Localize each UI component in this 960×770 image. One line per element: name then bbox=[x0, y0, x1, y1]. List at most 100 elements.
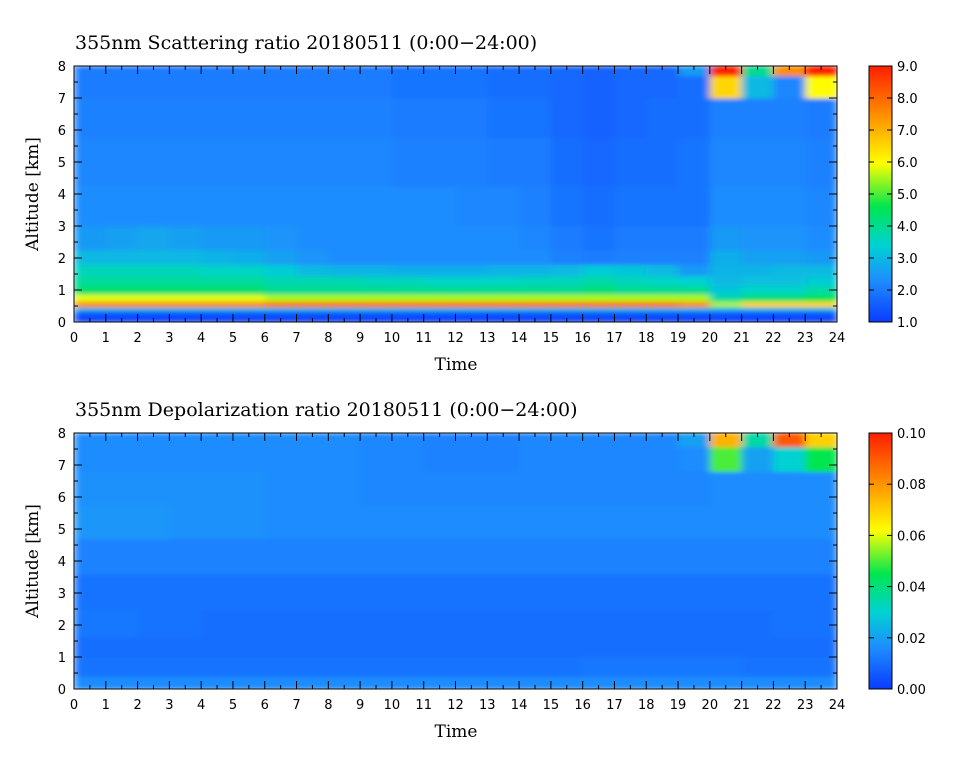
heatmap-cell bbox=[328, 186, 361, 227]
heatmap-cell bbox=[169, 264, 202, 277]
heatmap-cell bbox=[646, 636, 679, 658]
heatmap-cell bbox=[614, 75, 647, 99]
heatmap-cell bbox=[137, 264, 170, 277]
heatmap-cell bbox=[391, 285, 425, 295]
x-tick-label: 21 bbox=[733, 698, 750, 713]
x-tick-label: 11 bbox=[415, 331, 432, 346]
heatmap-cell bbox=[519, 311, 552, 322]
y-tick-label: 6 bbox=[58, 491, 66, 506]
heatmap-cell bbox=[169, 98, 202, 139]
heatmap-cell bbox=[678, 264, 711, 277]
x-axis: 0 1 2 3 4 5 6 7 8 9 10 11 12 13 14 15 16 17 18 19 20 21 22 23 24 bbox=[70, 66, 845, 346]
heatmap-cell bbox=[328, 98, 361, 139]
y-tick-label: 4 bbox=[58, 555, 66, 570]
heatmap-cell bbox=[709, 306, 743, 313]
heatmap-cell bbox=[455, 311, 488, 322]
heatmap-cell bbox=[773, 98, 806, 139]
heatmap-cell bbox=[328, 301, 361, 308]
heatmap-cell bbox=[105, 250, 139, 265]
heatmap-cell bbox=[264, 636, 298, 658]
heatmap-cell bbox=[232, 573, 266, 610]
heatmap-cell bbox=[296, 306, 329, 313]
heatmap-cell bbox=[423, 285, 457, 295]
heatmap-cell bbox=[105, 471, 139, 506]
heatmap-cell bbox=[455, 186, 488, 227]
heatmap-cell bbox=[455, 250, 488, 265]
heatmap-cell bbox=[678, 285, 711, 295]
heatmap-cell bbox=[232, 75, 266, 99]
heatmap-cell bbox=[391, 98, 425, 139]
heatmap-cell bbox=[201, 573, 234, 610]
heatmap-cell bbox=[232, 433, 266, 448]
heatmap-cell bbox=[328, 636, 361, 658]
x-tick-label: 8 bbox=[324, 331, 332, 346]
heatmap-cell bbox=[455, 471, 488, 506]
heatmap-cell bbox=[614, 275, 647, 286]
heatmap-cell bbox=[741, 538, 775, 575]
y-tick-label: 3 bbox=[58, 220, 66, 235]
heatmap-cell bbox=[614, 573, 647, 610]
heatmap-cell bbox=[678, 471, 711, 506]
heatmap-cell bbox=[519, 250, 552, 265]
heatmap-cell bbox=[455, 433, 488, 448]
heatmap-cell bbox=[201, 657, 234, 677]
heatmap-cell bbox=[423, 609, 457, 637]
heatmap-cell bbox=[137, 98, 170, 139]
heatmap-cell bbox=[709, 75, 743, 99]
heatmap-cell bbox=[105, 264, 139, 277]
heatmap-cell bbox=[550, 275, 584, 286]
heatmap-cell bbox=[741, 250, 775, 265]
heatmap-cell bbox=[614, 538, 647, 575]
heatmap-cell bbox=[232, 301, 266, 308]
panel-depolarization-ratio: 355nm Depolarization ratio 20180511 (0:0… bbox=[23, 399, 926, 742]
heatmap-cell bbox=[709, 250, 743, 265]
heatmap-cell bbox=[487, 657, 520, 677]
heatmap-cell bbox=[137, 446, 170, 472]
heatmap-cell bbox=[646, 285, 679, 295]
heatmap-cell bbox=[201, 471, 234, 506]
heatmap-cell bbox=[646, 138, 679, 187]
heatmap-cell bbox=[582, 275, 616, 286]
heatmap-cell bbox=[709, 186, 743, 227]
heatmap-cell bbox=[709, 294, 743, 302]
x-tick-label: 2 bbox=[133, 698, 141, 713]
heatmap-cell bbox=[105, 275, 139, 286]
heatmap-cell bbox=[709, 609, 743, 637]
heatmap-cell bbox=[805, 285, 837, 295]
heatmap-cell bbox=[773, 264, 806, 277]
heatmap-cell bbox=[519, 275, 552, 286]
heatmap-cell bbox=[74, 75, 107, 99]
heatmap-cell bbox=[74, 657, 107, 677]
heatmap-cell bbox=[74, 505, 107, 540]
heatmap-cell bbox=[232, 676, 266, 689]
heatmap-cell bbox=[773, 471, 806, 506]
heatmap-cell bbox=[201, 538, 234, 575]
heatmap-cell bbox=[328, 264, 361, 277]
heatmap-cell bbox=[805, 471, 837, 506]
heatmap-cell bbox=[391, 657, 425, 677]
heatmap-cell bbox=[519, 609, 552, 637]
heatmap-cell bbox=[614, 636, 647, 658]
y-tick-label: 5 bbox=[58, 156, 66, 171]
heatmap-cell bbox=[105, 538, 139, 575]
heatmap-cell bbox=[455, 98, 488, 139]
heatmap-cell bbox=[74, 538, 107, 575]
heatmap-cell bbox=[423, 471, 457, 506]
heatmap-cell bbox=[169, 505, 202, 540]
heatmap-cell bbox=[550, 226, 584, 251]
heatmap-cell bbox=[296, 471, 329, 506]
heatmap-cell bbox=[455, 573, 488, 610]
heatmap-cell bbox=[201, 250, 234, 265]
heatmap-cell bbox=[678, 573, 711, 610]
heatmap-cell bbox=[582, 446, 616, 472]
heatmap-cell bbox=[74, 636, 107, 658]
heatmap-cell bbox=[550, 657, 584, 677]
heatmap-cell bbox=[201, 275, 234, 286]
heatmap-cell bbox=[805, 505, 837, 540]
heatmap-cell bbox=[232, 636, 266, 658]
colorbar bbox=[868, 432, 893, 690]
heatmap-cell bbox=[582, 66, 616, 77]
heatmap-cell bbox=[773, 285, 806, 295]
heatmap-cell bbox=[709, 226, 743, 251]
heatmap-cell bbox=[582, 538, 616, 575]
